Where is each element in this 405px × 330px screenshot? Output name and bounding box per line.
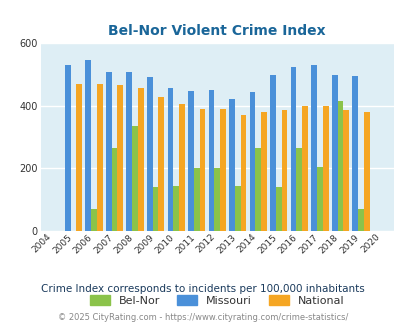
Bar bbox=[126, 72, 132, 231]
Bar bbox=[331, 75, 337, 231]
Bar bbox=[147, 78, 152, 231]
Legend: Bel-Nor, Missouri, National: Bel-Nor, Missouri, National bbox=[85, 289, 349, 311]
Bar bbox=[76, 84, 82, 231]
Bar bbox=[132, 126, 138, 231]
Bar bbox=[260, 113, 266, 231]
Bar bbox=[270, 75, 275, 231]
Bar bbox=[65, 65, 70, 231]
Bar bbox=[301, 106, 307, 231]
Bar bbox=[117, 85, 123, 231]
Bar bbox=[311, 65, 316, 231]
Bar bbox=[357, 209, 363, 231]
Bar bbox=[199, 109, 205, 231]
Bar bbox=[337, 101, 343, 231]
Bar bbox=[240, 115, 246, 231]
Bar bbox=[173, 185, 179, 231]
Bar bbox=[249, 92, 255, 231]
Bar bbox=[193, 168, 199, 231]
Bar bbox=[111, 148, 117, 231]
Bar bbox=[188, 90, 193, 231]
Bar bbox=[290, 67, 296, 231]
Bar bbox=[97, 84, 102, 231]
Text: Crime Index corresponds to incidents per 100,000 inhabitants: Crime Index corresponds to incidents per… bbox=[41, 284, 364, 294]
Bar bbox=[158, 97, 164, 231]
Bar bbox=[220, 109, 225, 231]
Bar bbox=[275, 187, 281, 231]
Bar bbox=[352, 77, 357, 231]
Bar bbox=[234, 185, 240, 231]
Title: Bel-Nor Violent Crime Index: Bel-Nor Violent Crime Index bbox=[108, 23, 325, 38]
Text: © 2025 CityRating.com - https://www.cityrating.com/crime-statistics/: © 2025 CityRating.com - https://www.city… bbox=[58, 313, 347, 322]
Bar bbox=[106, 72, 111, 231]
Bar bbox=[179, 104, 184, 231]
Bar bbox=[167, 88, 173, 231]
Bar bbox=[296, 148, 301, 231]
Bar bbox=[228, 99, 234, 231]
Bar bbox=[281, 110, 287, 231]
Bar bbox=[316, 167, 322, 231]
Bar bbox=[85, 60, 91, 231]
Bar bbox=[208, 90, 214, 231]
Bar bbox=[152, 187, 158, 231]
Bar bbox=[343, 110, 348, 231]
Bar bbox=[138, 88, 143, 231]
Bar bbox=[255, 148, 260, 231]
Bar bbox=[91, 209, 97, 231]
Bar bbox=[322, 106, 328, 231]
Bar bbox=[363, 112, 369, 231]
Bar bbox=[214, 168, 220, 231]
